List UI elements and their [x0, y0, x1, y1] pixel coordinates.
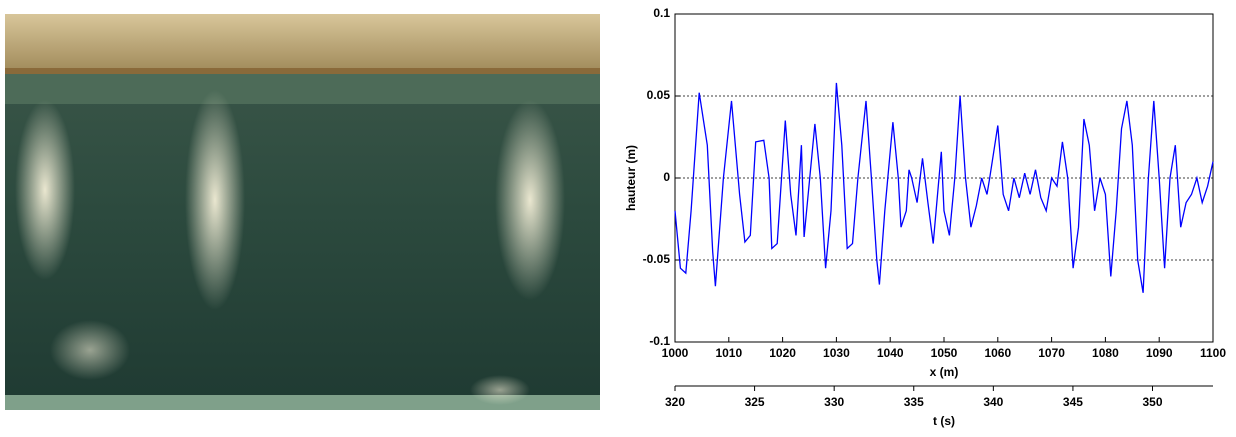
far-basin: [5, 74, 600, 104]
x2-tick-label: 350: [1142, 395, 1162, 409]
y-tick-label: -0.05: [643, 252, 671, 266]
light-reflection: [15, 100, 75, 280]
x2-tick-label: 330: [824, 395, 844, 409]
x-tick-label: 1010: [715, 346, 742, 360]
x2-tick-label: 340: [983, 395, 1003, 409]
x-tick-label: 1090: [1146, 346, 1173, 360]
x2-tick-label: 345: [1063, 395, 1083, 409]
x-tick-label: 1100: [1200, 346, 1226, 360]
x-axis-label: x (m): [930, 365, 959, 379]
y-axis-label: hauteur (m): [624, 145, 638, 211]
x2-tick-label: 325: [745, 395, 765, 409]
x-tick-label: 1030: [823, 346, 850, 360]
x-tick-label: 1080: [1092, 346, 1119, 360]
x2-axis-label: t (s): [933, 414, 955, 428]
x-tick-label: 1060: [984, 346, 1011, 360]
x-tick-label: 1070: [1038, 346, 1065, 360]
light-reflection: [185, 90, 245, 310]
photo: [5, 14, 600, 410]
x2-tick-label: 320: [665, 395, 685, 409]
y-tick-label: 0.05: [647, 88, 671, 102]
x2-tick-label: 335: [904, 395, 924, 409]
x-tick-label: 1040: [877, 346, 904, 360]
x-tick-label: 1020: [769, 346, 796, 360]
light-reflection: [495, 100, 565, 300]
hall-wall: [5, 14, 600, 72]
light-reflection: [470, 375, 530, 405]
light-reflection: [50, 320, 130, 380]
y-tick-label: -0.1: [649, 334, 670, 348]
x-tick-label: 1000: [662, 346, 689, 360]
y-tick-label: 0: [663, 170, 670, 184]
data-line: [674, 82, 1214, 293]
x-tick-label: 1050: [931, 346, 958, 360]
near-edge: [5, 395, 600, 410]
y-tick-label: 0.1: [653, 6, 670, 20]
wall-edge: [5, 68, 600, 74]
